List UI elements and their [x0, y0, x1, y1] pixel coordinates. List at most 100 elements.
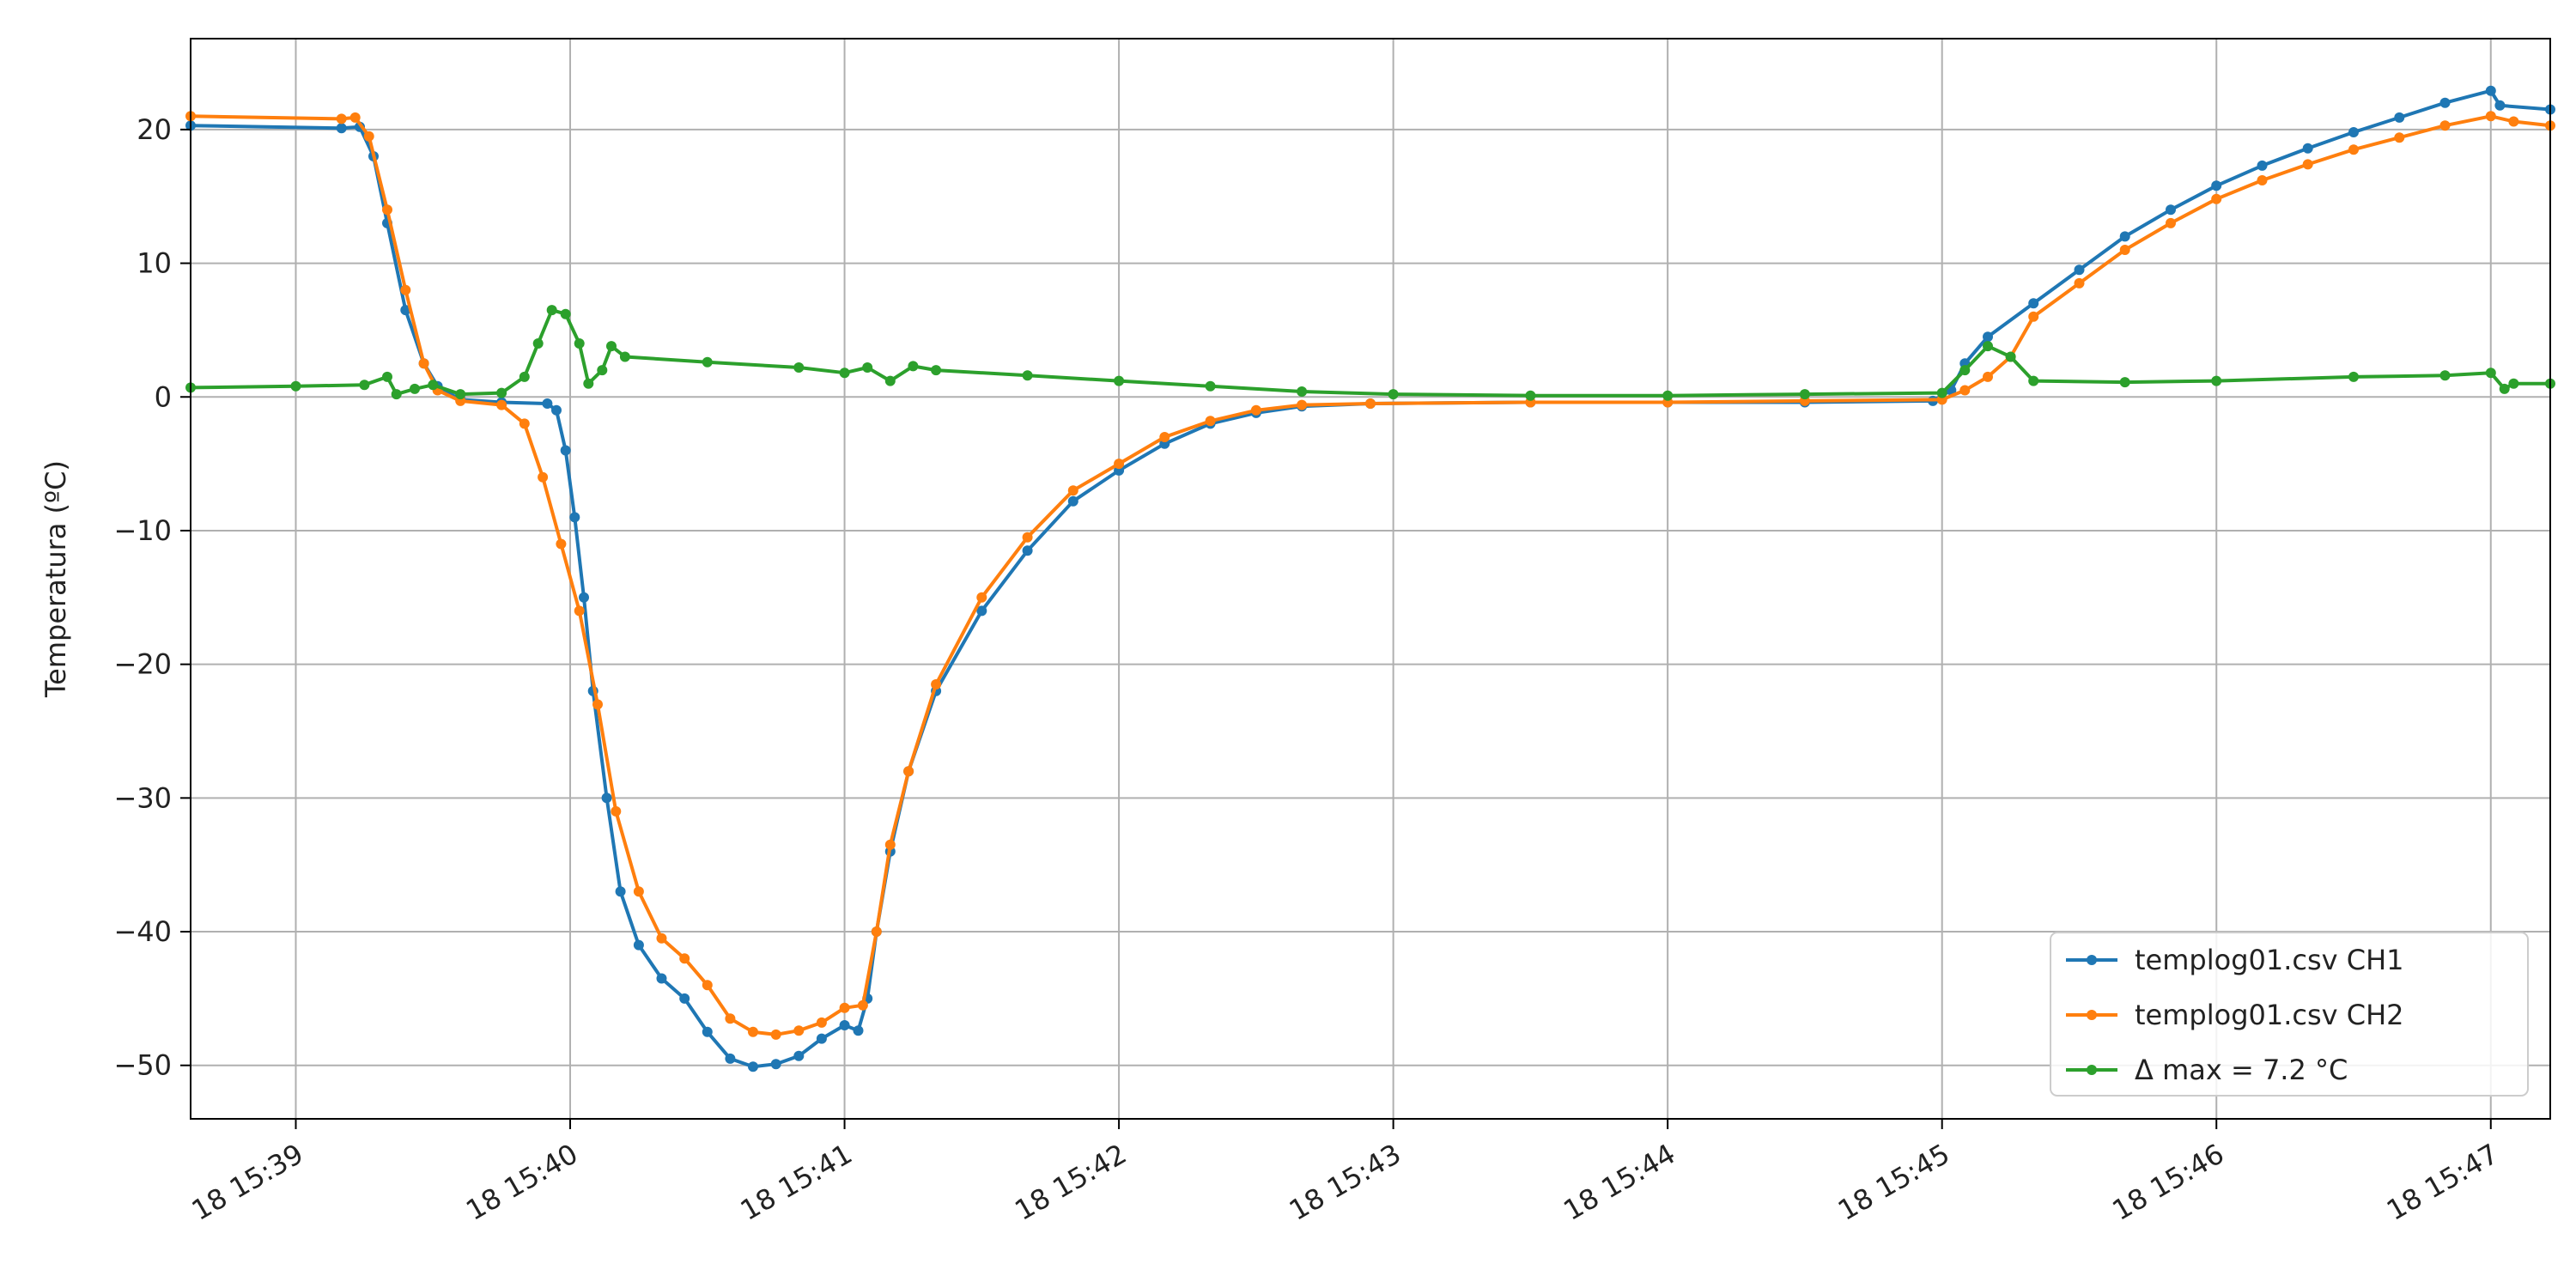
legend-marker — [2087, 1065, 2097, 1075]
data-point — [336, 123, 347, 134]
legend-entry: Δ max = 7.2 °C — [2135, 1054, 2348, 1086]
legend: templog01.csv CH1 templog01.csv CH2 Δ max … — [2050, 932, 2529, 1097]
data-point — [884, 375, 896, 386]
data-point — [857, 999, 868, 1011]
data-point — [2211, 375, 2222, 386]
data-point — [2119, 377, 2130, 388]
data-point — [1022, 532, 1033, 543]
data-point — [2394, 112, 2405, 123]
data-point — [2508, 378, 2519, 389]
data-point — [1022, 370, 1033, 381]
data-point — [884, 839, 896, 850]
data-point — [601, 793, 612, 804]
data-point — [1250, 404, 1261, 416]
data-point — [1959, 385, 1971, 396]
y-ticks: 20 10 0 −10 −20 −30 −40 −50 — [113, 113, 191, 1082]
data-point — [2439, 97, 2451, 108]
series-group — [185, 85, 2555, 1072]
data-point — [1022, 545, 1033, 556]
data-point — [2494, 100, 2506, 111]
series-3 — [185, 305, 2555, 401]
data-point — [725, 1053, 736, 1064]
data-point — [382, 204, 392, 216]
data-point — [400, 305, 411, 316]
data-point — [725, 1013, 736, 1024]
data-point — [336, 113, 347, 125]
data-point — [2211, 180, 2222, 191]
data-point — [2166, 217, 2176, 228]
data-point — [976, 605, 987, 617]
y-tick-label: 20 — [137, 113, 172, 146]
data-point — [606, 341, 617, 352]
data-point — [597, 365, 608, 376]
legend-entry: templog01.csv CH2 — [2135, 999, 2404, 1031]
data-point — [2348, 144, 2359, 155]
y-tick-label: −40 — [113, 915, 172, 948]
data-point — [2028, 375, 2039, 386]
data-point — [702, 1026, 713, 1037]
data-point — [2394, 132, 2405, 143]
data-point — [2485, 368, 2496, 379]
data-point — [611, 805, 622, 817]
data-point — [363, 131, 374, 142]
data-point — [1159, 432, 1170, 442]
data-point — [793, 1025, 805, 1036]
data-point — [839, 1002, 850, 1013]
data-point — [546, 305, 557, 316]
data-point — [2028, 311, 2039, 322]
data-point — [853, 1025, 864, 1036]
data-point — [542, 398, 553, 409]
data-point — [2348, 371, 2359, 382]
data-point — [410, 383, 420, 394]
data-point — [428, 380, 439, 391]
data-point — [2028, 298, 2039, 309]
data-point — [770, 1029, 781, 1040]
data-point — [538, 471, 549, 483]
data-point — [1799, 389, 1810, 400]
data-point — [1983, 341, 1993, 352]
series-line — [190, 308, 2550, 398]
data-point — [519, 418, 530, 429]
data-point — [569, 512, 580, 523]
data-point — [2348, 127, 2359, 137]
data-point — [391, 389, 402, 400]
legend-box — [2050, 932, 2529, 1097]
data-point — [418, 358, 429, 369]
data-point — [382, 371, 392, 382]
data-point — [1297, 399, 1308, 410]
data-point — [1297, 386, 1308, 397]
data-point — [793, 1050, 805, 1061]
data-point — [349, 112, 361, 123]
data-point — [400, 284, 411, 295]
data-point — [1662, 390, 1674, 401]
data-point — [2508, 116, 2519, 127]
data-point — [583, 378, 594, 389]
data-point — [1983, 331, 1993, 343]
data-point — [574, 605, 585, 617]
y-tick-label: −10 — [113, 514, 172, 547]
data-point — [579, 592, 589, 603]
y-tick-label: −30 — [113, 781, 172, 814]
data-point — [1067, 485, 1078, 496]
y-tick-label: 10 — [137, 247, 172, 280]
data-point — [2119, 245, 2130, 255]
y-tick-label: 0 — [155, 380, 172, 413]
data-point — [496, 399, 507, 410]
data-point — [290, 380, 301, 392]
data-point — [2074, 264, 2085, 276]
legend-entry: templog01.csv CH1 — [2135, 944, 2404, 976]
data-point — [2302, 159, 2313, 170]
data-point — [793, 362, 805, 373]
data-point — [931, 365, 942, 376]
data-point — [496, 387, 507, 398]
data-point — [1067, 495, 1078, 507]
data-point — [615, 886, 626, 897]
data-point — [2119, 231, 2130, 242]
data-point — [619, 351, 630, 362]
data-point — [871, 927, 882, 937]
data-point — [455, 389, 466, 400]
data-point — [1525, 390, 1536, 401]
data-point — [656, 973, 667, 984]
data-point — [679, 993, 690, 1004]
